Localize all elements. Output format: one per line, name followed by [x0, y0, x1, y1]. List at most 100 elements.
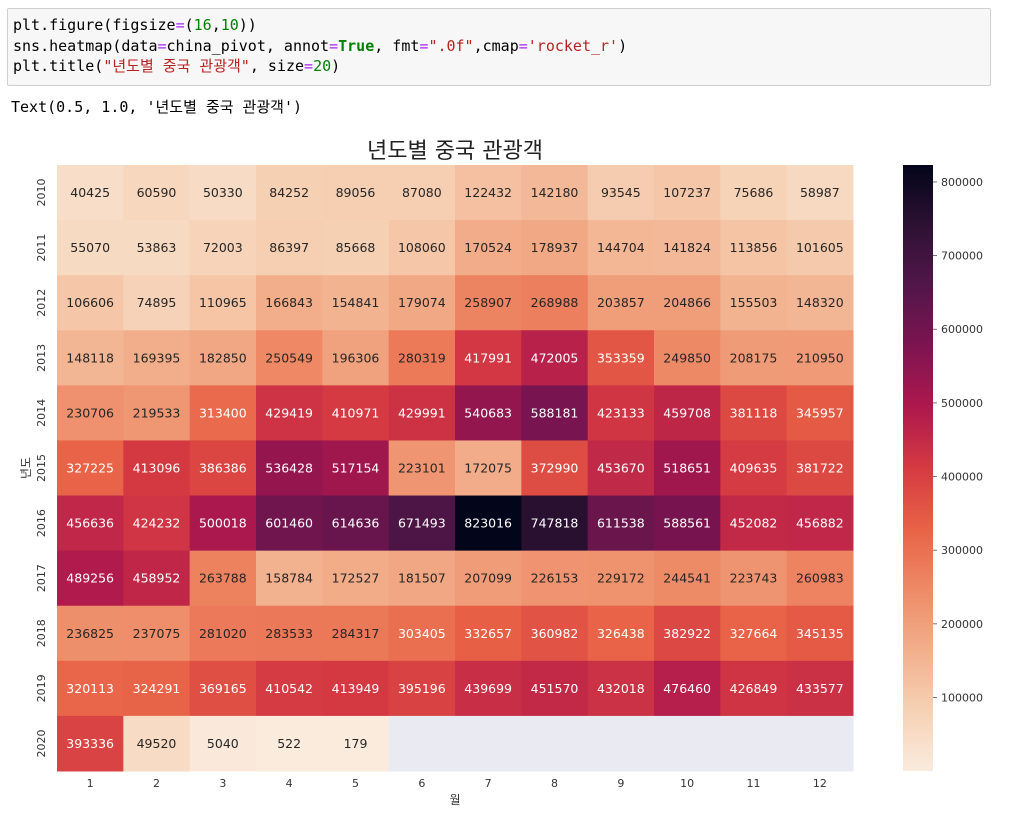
cell-value-label: 142180	[531, 185, 579, 200]
cell-value-label: 432018	[597, 681, 645, 696]
cell-value-label: 237075	[133, 626, 181, 641]
heatmap-cell	[654, 605, 721, 662]
cell-value-label: 208175	[730, 350, 778, 365]
heatmap-cell	[388, 385, 456, 441]
heatmap-cell	[720, 165, 788, 221]
x-tick-label: 8	[551, 777, 558, 790]
cell-value-label: 588181	[531, 405, 579, 420]
cell-value-label: 250549	[265, 350, 313, 365]
x-tick-label: 1	[87, 777, 94, 790]
heatmap-cell	[123, 165, 191, 221]
heatmap-cell	[57, 220, 124, 276]
heatmap-cell	[587, 165, 655, 221]
heatmap-cell	[654, 495, 721, 552]
code-token: =	[157, 36, 167, 55]
heatmap-cell	[654, 715, 721, 772]
cell-value-label: 433577	[796, 681, 844, 696]
heatmap-cell	[388, 715, 456, 772]
heatmap-cell	[521, 165, 589, 221]
heatmap-cell	[521, 715, 589, 772]
y-tick-labels: 2010 2011 2012 2013 2014 2015 2016 2017 2018 2019…	[35, 179, 48, 758]
heatmap-cell	[521, 495, 589, 552]
heatmap-cell	[521, 440, 589, 497]
cell-value-label: 181507	[398, 571, 446, 586]
cell-value-label: 229172	[597, 571, 645, 586]
heatmap-cell	[521, 605, 589, 662]
y-tick-label: 2019	[35, 674, 48, 702]
cell-value-label: 386386	[199, 461, 247, 476]
heatmap-cell	[720, 495, 788, 552]
cell-value-label: 500018	[199, 516, 247, 531]
cell-value-label: 170524	[464, 240, 512, 255]
heatmap-cell	[720, 220, 788, 276]
heatmap-cell	[786, 605, 854, 662]
x-tick-label: 6	[418, 777, 425, 790]
heatmap-cell	[654, 550, 721, 607]
cell-value-label: 327225	[66, 461, 114, 476]
cell-value-label: 413096	[133, 461, 181, 476]
colorbar-tick-label: 400000	[941, 471, 983, 484]
cell-value-label: 249850	[663, 350, 711, 365]
output-text: Text(0.5, 1.0, '년도별 중국 관광객')	[11, 98, 303, 116]
cell-value-label: 53863	[137, 240, 177, 255]
cell-value-label: 207099	[464, 571, 512, 586]
cell-value-label: 55070	[70, 240, 110, 255]
code-token: sns.heatmap(data	[13, 36, 158, 55]
heatmap-cell	[256, 440, 323, 497]
code-token: plt.title(	[13, 57, 104, 75]
cell-value-label: 203857	[597, 295, 645, 310]
heatmap-cell	[57, 165, 124, 221]
heatmap-cell	[388, 220, 456, 276]
x-tick-label: 9	[617, 777, 624, 790]
cell-value-label: 614636	[332, 516, 380, 531]
cell-value-label: 89056	[336, 185, 376, 200]
cell-value-label: 456636	[66, 516, 114, 531]
cell-value-label: 284317	[332, 626, 380, 641]
cell-value-label: 148118	[66, 350, 114, 365]
heatmap-cell	[455, 440, 522, 497]
heatmap-cell	[654, 275, 721, 331]
cell-value-label: 611538	[597, 516, 645, 531]
heatmap-cell	[57, 275, 124, 331]
heatmap-cell	[720, 550, 788, 607]
colorbar-tick-label: 100000	[941, 691, 983, 704]
heatmap-cell	[322, 550, 390, 607]
cell-value-label: 413949	[332, 681, 380, 696]
cell-value-label: 107237	[663, 185, 711, 200]
code-token: True	[338, 36, 375, 55]
y-tick-label: 2012	[35, 289, 48, 317]
cell-value-label: 93545	[601, 185, 641, 200]
cell-value-label: 324291	[133, 681, 181, 696]
cell-value-label: 40425	[70, 185, 110, 200]
cell-value-label: 588561	[663, 516, 711, 531]
heatmap-cell	[720, 660, 788, 717]
heatmap-cell	[123, 440, 191, 497]
cell-value-label: 260983	[796, 571, 844, 586]
heatmap-cell	[322, 605, 390, 662]
cell-value-label: 179	[344, 736, 368, 751]
code-token: =	[175, 16, 185, 34]
cell-value-label: 244541	[663, 571, 711, 586]
heatmap-cell	[455, 330, 522, 386]
cell-value-label: 423133	[597, 405, 645, 420]
code-token: 'rocket_r'	[527, 36, 619, 55]
code-token: ,	[211, 16, 221, 34]
heatmap-cell	[322, 275, 390, 331]
heatmap-cell	[786, 165, 854, 221]
heatmap-cell	[189, 495, 257, 552]
cell-value-label: 263788	[199, 571, 247, 586]
heatmap-cell	[322, 220, 390, 276]
colorbar-tick-label: 600000	[941, 323, 983, 336]
heatmap-cell	[189, 440, 257, 497]
heatmap-cell	[256, 660, 323, 717]
code-token: =	[419, 36, 429, 55]
cell-value-label: 155503	[730, 295, 778, 310]
cell-value-label: 372990	[531, 461, 579, 476]
code-token: , fmt	[374, 36, 420, 55]
heatmap-cell	[123, 275, 191, 331]
heatmap-cell	[786, 495, 854, 552]
cell-value-label: 429991	[398, 405, 446, 420]
code-cell[interactable]: plt.figure(figsize=(16,10)) sns.heatmap(…	[7, 8, 991, 86]
cell-value-label: 113856	[730, 240, 778, 255]
